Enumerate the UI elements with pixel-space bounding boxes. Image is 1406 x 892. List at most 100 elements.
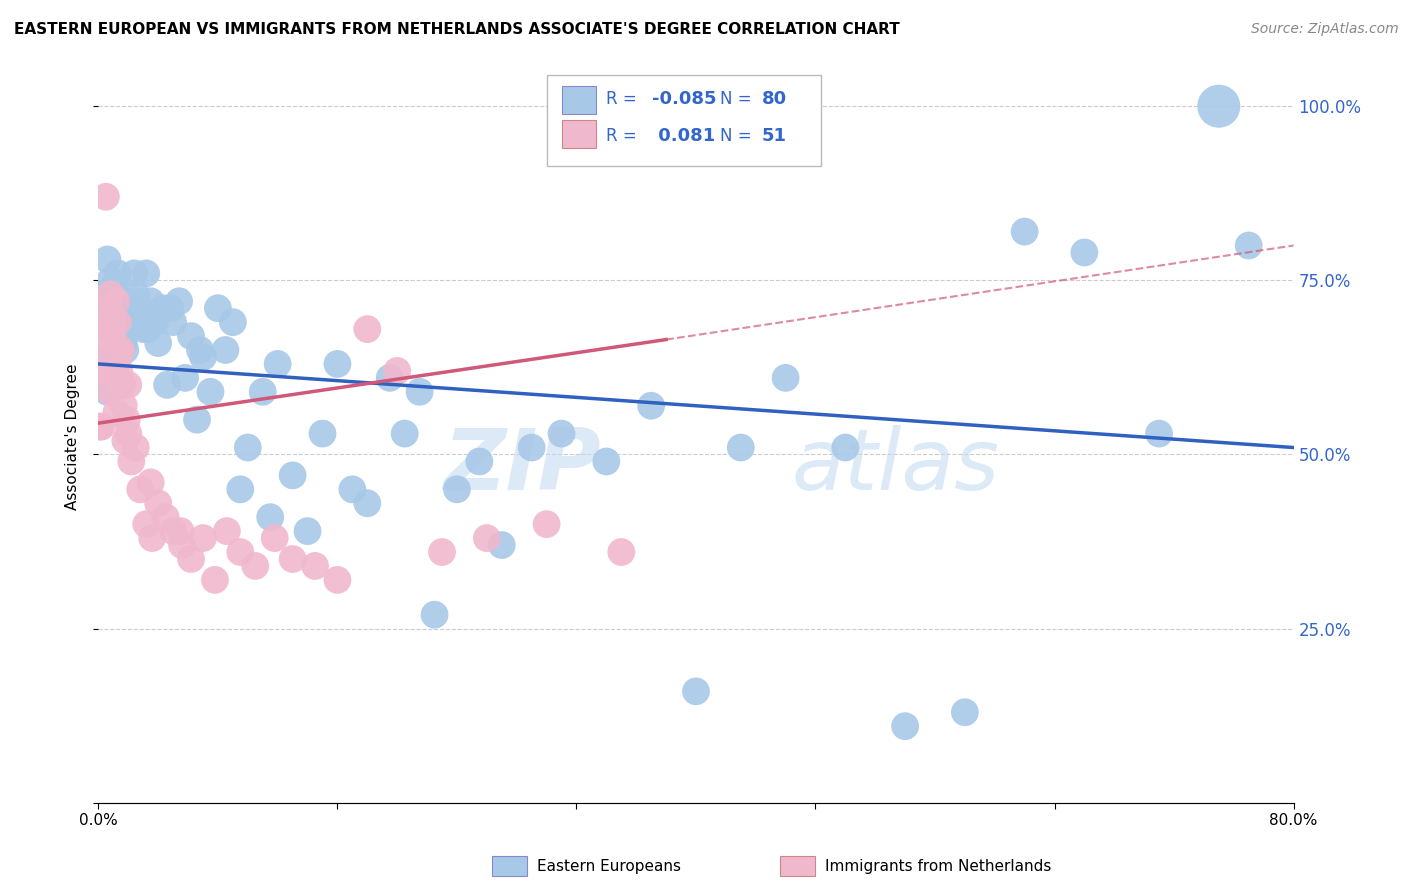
Point (281, 468, 304, 483)
Point (475, 531, 498, 545)
Point (98, 287, 122, 301)
Point (136, 322, 159, 336)
Text: Source: ZipAtlas.com: Source: ZipAtlas.com (1251, 22, 1399, 37)
Point (139, 294, 162, 309)
Point (408, 384, 430, 399)
Point (105, 308, 128, 322)
Point (263, 531, 285, 545)
Point (143, 315, 166, 329)
Point (188, 343, 211, 357)
Point (105, 294, 128, 309)
Point (93, 350, 115, 364)
Point (135, 266, 157, 280)
Point (129, 308, 152, 322)
Point (550, 426, 572, 441)
Point (125, 287, 148, 301)
Point (186, 412, 208, 426)
Text: R =: R = (606, 90, 643, 108)
Point (356, 322, 378, 336)
Point (117, 426, 139, 441)
Point (97, 308, 120, 322)
Text: 51: 51 (762, 127, 787, 145)
Point (125, 441, 148, 455)
Point (394, 426, 416, 441)
Point (124, 266, 146, 280)
Point (1014, 225, 1036, 239)
Text: EASTERN EUROPEAN VS IMMIGRANTS FROM NETHERLANDS ASSOCIATE'S DEGREE CORRELATION C: EASTERN EUROPEAN VS IMMIGRANTS FROM NETH… (14, 22, 900, 37)
Point (96, 315, 118, 329)
Point (267, 357, 290, 371)
Point (107, 315, 129, 329)
Text: 0.081: 0.081 (652, 127, 716, 145)
Point (775, 371, 797, 385)
Point (104, 336, 127, 351)
Point (229, 483, 252, 497)
Point (245, 558, 267, 573)
Point (114, 434, 136, 448)
Point (685, 684, 707, 698)
Point (96, 384, 118, 399)
Point (640, 399, 662, 413)
Text: atlas: atlas (792, 425, 1000, 508)
Point (103, 287, 125, 301)
Point (172, 538, 194, 552)
Point (132, 322, 155, 336)
FancyBboxPatch shape (562, 86, 596, 114)
Point (446, 483, 468, 497)
Point (152, 301, 174, 316)
Point (93, 287, 115, 301)
Point (595, 454, 617, 468)
Point (112, 336, 135, 351)
FancyBboxPatch shape (547, 75, 821, 167)
Point (520, 441, 543, 455)
Point (110, 343, 132, 357)
Point (180, 329, 202, 343)
Point (96, 252, 118, 267)
Point (536, 517, 558, 532)
Point (215, 524, 238, 538)
Text: Immigrants from Netherlands: Immigrants from Netherlands (825, 859, 1052, 873)
Point (103, 280, 125, 294)
Text: 80: 80 (762, 90, 787, 108)
Point (204, 573, 226, 587)
Point (229, 545, 252, 559)
Point (167, 294, 190, 309)
Point (90, 419, 112, 434)
Point (169, 524, 191, 538)
Point (953, 705, 976, 719)
Point (191, 531, 214, 545)
Point (162, 524, 184, 538)
Point (252, 384, 274, 399)
Point (104, 294, 127, 309)
Point (97, 301, 120, 316)
Point (468, 454, 491, 468)
Point (108, 322, 131, 336)
Point (117, 377, 139, 392)
Point (894, 719, 917, 733)
Point (108, 364, 131, 378)
Point (423, 607, 446, 622)
Point (101, 322, 124, 336)
Point (297, 524, 319, 538)
Point (155, 510, 177, 524)
Point (730, 441, 752, 455)
Point (1073, 245, 1095, 260)
Text: Eastern Europeans: Eastern Europeans (537, 859, 681, 873)
Point (107, 266, 129, 280)
Point (834, 441, 856, 455)
Point (174, 371, 197, 385)
Point (159, 301, 181, 316)
Point (94, 190, 117, 204)
Point (120, 454, 142, 468)
Point (356, 496, 378, 510)
Point (98, 273, 122, 287)
Point (385, 364, 409, 378)
Point (91, 364, 114, 378)
Point (342, 483, 364, 497)
Point (101, 329, 124, 343)
Point (222, 315, 245, 329)
Point (114, 343, 136, 357)
Point (135, 517, 157, 532)
Point (311, 426, 333, 441)
Point (207, 301, 229, 316)
